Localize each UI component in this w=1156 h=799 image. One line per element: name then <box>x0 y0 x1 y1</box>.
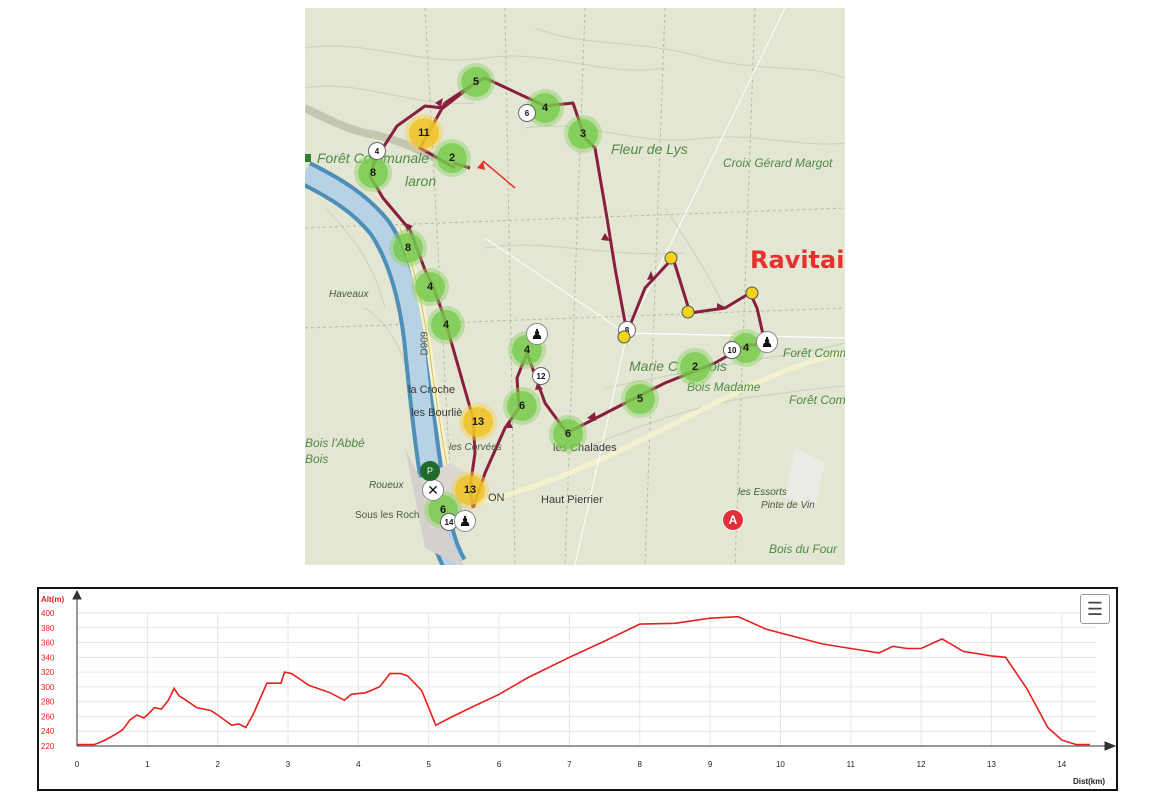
y-tick-label: 360 <box>41 639 55 648</box>
x-tick-label: 14 <box>1057 760 1066 769</box>
x-tick-label: 10 <box>776 760 785 769</box>
km-badge[interactable]: 6 <box>518 104 536 122</box>
x-tick-label: 12 <box>917 760 926 769</box>
waypoint-icon[interactable] <box>681 305 695 319</box>
place-label: Pinte de Vin <box>761 500 815 511</box>
x-tick-label: 6 <box>497 760 502 769</box>
place-label: les Essorts <box>738 487 787 498</box>
waypoint-icon[interactable] <box>664 251 678 265</box>
x-tick-label: 4 <box>356 760 361 769</box>
place-label: Haveaux <box>329 289 369 300</box>
parking-icon[interactable]: P <box>420 461 440 481</box>
y-axis-arrow <box>72 589 82 600</box>
place-label: Fleur de Lys <box>611 141 688 157</box>
x-tick-label: 7 <box>567 760 572 769</box>
y-tick-label: 320 <box>41 668 55 677</box>
x-tick-label: 2 <box>215 760 220 769</box>
ravitaillement-annotation: Ravitaillement <box>750 246 845 274</box>
place-label: les Corvées <box>449 442 502 453</box>
person-icon[interactable]: ♟ <box>454 510 476 532</box>
y-tick-label: 380 <box>41 624 55 633</box>
place-label: ois <box>709 358 727 374</box>
cluster-marker[interactable]: 8 <box>358 158 388 188</box>
km-badge[interactable]: 10 <box>723 341 741 359</box>
km-badge[interactable]: 12 <box>532 367 550 385</box>
cluster-marker[interactable]: 6 <box>507 391 537 421</box>
waypoint-icon[interactable] <box>745 286 759 300</box>
place-label: Sous les Roch <box>355 510 420 521</box>
km-badge[interactable]: 4 <box>368 142 386 160</box>
place-label: Forêt Com <box>789 393 845 407</box>
y-tick-label: 340 <box>41 653 55 662</box>
x-tick-label: 1 <box>145 760 150 769</box>
place-label: Bois l'Abbé <box>305 436 365 450</box>
route-map[interactable]: Forêt Communale laron Fleur de Lys Croix… <box>305 8 845 565</box>
cluster-marker[interactable]: 6 <box>553 419 583 449</box>
y-axis-title: Alt(m) <box>41 595 64 604</box>
start-marker[interactable]: A <box>722 509 744 531</box>
cluster-marker[interactable]: 5 <box>625 384 655 414</box>
cluster-marker[interactable]: 4 <box>431 310 461 340</box>
place-label: la Croche <box>408 384 456 396</box>
person-icon[interactable]: ♟ <box>526 323 548 345</box>
x-tick-label: 13 <box>987 760 996 769</box>
cluster-marker[interactable]: 5 <box>461 67 491 97</box>
place-label: ON <box>488 492 505 504</box>
place-label: Bois Madame <box>687 380 761 394</box>
y-tick-label: 300 <box>41 683 55 692</box>
place-label: D909 <box>419 331 431 356</box>
x-axis-title: Dist(km) <box>1073 777 1105 786</box>
cluster-marker[interactable]: 8 <box>393 233 423 263</box>
y-tick-label: 220 <box>41 742 55 751</box>
place-label: Marie C <box>629 358 679 374</box>
place-label: Bois <box>305 452 329 466</box>
cluster-marker[interactable]: 2 <box>680 352 710 382</box>
x-axis-arrow <box>1104 741 1116 751</box>
place-label: Roueux <box>369 480 404 491</box>
cluster-marker[interactable]: 13 <box>463 407 493 437</box>
x-tick-label: 9 <box>708 760 713 769</box>
person-icon[interactable]: ♟ <box>756 331 778 353</box>
x-tick-label: 5 <box>426 760 431 769</box>
x-tick-label: 0 <box>75 760 80 769</box>
place-label: Forêt Comm <box>783 346 845 360</box>
place-label: Croix Gérard Margot <box>723 156 833 170</box>
y-tick-label: 400 <box>41 609 55 618</box>
chart-menu-button[interactable]: ☰ <box>1080 594 1110 624</box>
cluster-marker[interactable]: 2 <box>437 143 467 173</box>
x-tick-label: 11 <box>847 760 856 769</box>
y-tick-label: 240 <box>41 727 55 736</box>
place-label: Haut Pierrier <box>541 494 603 506</box>
cluster-marker[interactable]: 13 <box>455 475 485 505</box>
bike-icon[interactable]: ✕ <box>422 479 444 501</box>
place-label: Bois du Four <box>769 542 838 556</box>
cluster-marker[interactable]: 4 <box>415 272 445 302</box>
y-tick-label: 260 <box>41 712 55 721</box>
hamburger-icon: ☰ <box>1086 599 1104 619</box>
place-label: laron <box>405 173 437 189</box>
elevation-profile: 220 240 260 280 300 320 340 360 380 400 0 1 2 3 4 5 6 7 8 9… <box>37 587 1118 791</box>
y-tick-label: 280 <box>41 698 55 707</box>
cluster-marker[interactable]: 3 <box>568 119 598 149</box>
cluster-marker[interactable]: 11 <box>409 118 439 148</box>
place-label: les Bourliè <box>411 407 463 419</box>
waypoint-icon[interactable] <box>617 330 631 344</box>
x-tick-label: 8 <box>638 760 643 769</box>
elevation-line <box>77 615 1090 746</box>
x-tick-label: 3 <box>286 760 291 769</box>
